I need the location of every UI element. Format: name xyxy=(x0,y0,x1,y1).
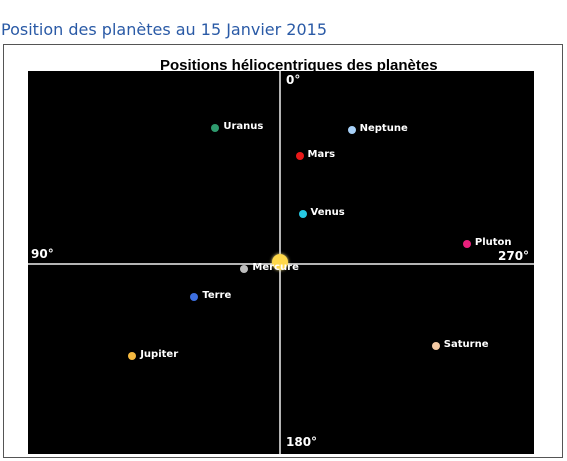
page-heading: Position des planètes au 15 Janvier 2015 xyxy=(1,20,328,39)
axis-label-left: 90° xyxy=(31,247,54,261)
planet-label-mercure: Mercure xyxy=(252,261,299,273)
sun-marker xyxy=(272,253,289,270)
planet-point-mercure xyxy=(240,264,249,273)
planet-point-mars xyxy=(295,152,304,161)
chart-panel: 0° 90° 270° 180° Uranus Neptune Mars Venus P… xyxy=(28,71,534,454)
chart-title: Positions héliocentriques des planètes xyxy=(160,57,438,74)
planet-label-neptune: Neptune xyxy=(359,123,408,135)
planet-point-venus xyxy=(298,210,307,219)
axis-label-right: 270° xyxy=(498,249,530,263)
planet-label-uranus: Uranus xyxy=(223,121,264,133)
planet-point-pluton xyxy=(462,240,471,249)
axis-label-bottom: 180° xyxy=(286,435,318,449)
planet-label-venus: Venus xyxy=(310,207,345,219)
axis-label-top: 0° xyxy=(286,73,301,87)
planet-label-jupiter: Jupiter xyxy=(140,348,179,360)
planet-point-terre xyxy=(190,292,199,301)
planet-point-jupiter xyxy=(128,351,137,360)
planet-label-pluton: Pluton xyxy=(474,237,512,249)
planet-point-neptune xyxy=(347,126,356,135)
planet-label-saturne: Saturne xyxy=(443,338,489,350)
planet-point-saturne xyxy=(431,341,440,350)
planet-label-mars: Mars xyxy=(307,149,336,161)
planet-point-uranus xyxy=(211,124,220,133)
planet-label-terre: Terre xyxy=(202,289,232,301)
